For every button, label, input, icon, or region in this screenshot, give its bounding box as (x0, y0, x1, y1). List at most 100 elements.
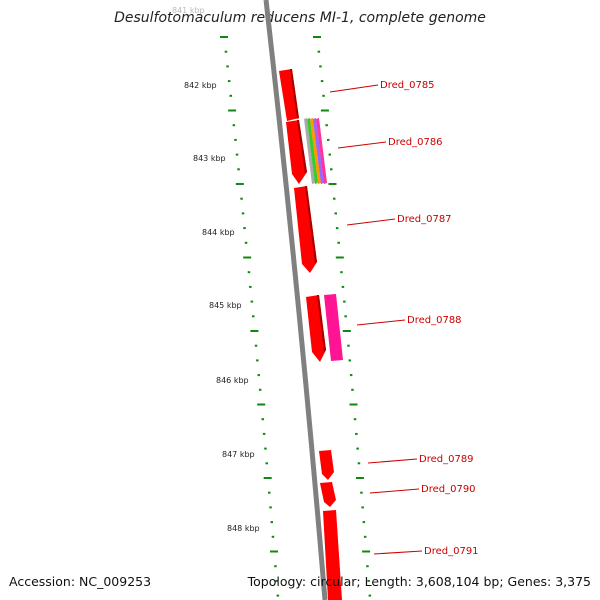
tick-mark-minor (252, 315, 255, 318)
inner-tick-ring (220, 36, 280, 597)
tick-mark-minor (333, 197, 336, 200)
gene-label-dred-0788[interactable]: Dred_0788 (407, 315, 462, 326)
gene-label-dred-0785[interactable]: Dred_0785 (380, 80, 435, 91)
tick-label-843: 843 kbp (193, 154, 226, 163)
tick-mark-minor (343, 300, 346, 303)
tick-mark-minor (227, 80, 231, 83)
tick-mark-major (328, 183, 337, 185)
gene-arrow-dred-0785[interactable] (279, 69, 299, 121)
gene-arrow-dred-0787[interactable] (294, 186, 317, 273)
outer-tick-ring (313, 36, 372, 597)
gene-label-dred-0791[interactable]: Dred_0791 (424, 546, 479, 557)
tick-mark-minor (265, 462, 268, 465)
tick-mark-major (270, 550, 278, 553)
tick-mark-major (335, 256, 344, 259)
tick-mark-minor (226, 65, 229, 68)
gene-arrow-shade-0786 (297, 120, 307, 174)
gene-arrow-dred-0790[interactable] (320, 482, 336, 507)
genome-backbone (263, 0, 328, 600)
tick-mark-minor (270, 521, 273, 524)
tick-label-848: 848 kbp (227, 524, 260, 533)
tick-mark-minor (237, 168, 240, 171)
tick-mark-minor (241, 212, 245, 215)
tick-mark-minor (361, 506, 364, 509)
tick-mark-minor (340, 271, 343, 274)
tick-mark-major (235, 183, 244, 185)
tick-mark-major (313, 36, 321, 38)
tick-mark-major (263, 477, 272, 479)
leader-dred-0789 (367, 458, 418, 464)
tick-mark-minor (257, 374, 260, 377)
magenta-feature-block (324, 294, 343, 361)
gene-label-dred-0789[interactable]: Dred_0789 (419, 454, 474, 465)
tick-mark-minor (243, 227, 246, 230)
tick-mark-major (257, 403, 266, 406)
tick-mark-minor (268, 491, 271, 494)
leader-dred-0787 (346, 218, 396, 226)
tick-mark-minor (325, 124, 328, 127)
tick-mark-major (320, 109, 329, 112)
multicolor-feature-band (304, 118, 327, 184)
tick-mark-minor (247, 271, 251, 274)
gene-label-dred-0790[interactable]: Dred_0790 (421, 484, 476, 495)
tick-mark-minor (256, 359, 259, 362)
tick-mark-minor (232, 124, 236, 127)
tick-mark-minor (357, 462, 361, 465)
tick-mark-major (342, 330, 351, 332)
tick-label-841: 841 kbp (172, 6, 205, 15)
tick-mark-minor (348, 359, 351, 362)
genome-summary-text: Topology: circular; Length: 3,608,104 bp… (247, 574, 591, 589)
tick-mark-major (355, 477, 364, 479)
tick-mark-minor (240, 197, 243, 200)
tick-label-847: 847 kbp (222, 450, 255, 459)
tick-label-842: 842 kbp (184, 81, 217, 90)
tick-mark-minor (235, 153, 239, 156)
gene-arrows (279, 69, 342, 600)
tick-mark-minor (275, 579, 278, 582)
tick-mark-minor (337, 241, 340, 244)
gene-arrow-dred-0791[interactable] (323, 510, 342, 600)
leader-dred-0786 (337, 141, 387, 149)
tick-mark-minor (347, 344, 350, 347)
tick-mark-minor (234, 138, 237, 141)
tick-mark-minor (322, 94, 325, 97)
tick-mark-minor (317, 50, 321, 53)
tick-mark-major (250, 330, 259, 332)
tick-mark-minor (261, 418, 264, 421)
leader-dred-0788 (356, 319, 406, 326)
tick-mark-minor (249, 285, 252, 288)
gene-arrow-dred-0789[interactable] (319, 450, 334, 480)
tick-mark-minor (344, 315, 347, 318)
tick-mark-minor (366, 565, 369, 568)
tick-mark-minor (355, 432, 358, 435)
tick-mark-minor (254, 344, 258, 347)
tick-mark-minor (264, 447, 267, 450)
tick-mark-minor (353, 418, 357, 421)
tick-mark-minor (269, 506, 272, 509)
tick-mark-major (349, 403, 358, 406)
tick-mark-minor (363, 535, 367, 538)
tick-mark-minor (320, 80, 324, 83)
tick-mark-minor (328, 153, 331, 156)
map-title: Desulfotomaculum reducens MI-1, complete… (114, 10, 486, 26)
tick-mark-minor (327, 138, 330, 141)
tick-mark-minor (330, 168, 333, 171)
tick-mark-minor (349, 374, 353, 377)
gene-label-dred-0786[interactable]: Dred_0786 (388, 137, 443, 148)
multicolor-strip (313, 118, 324, 184)
multicolor-strip (316, 118, 327, 184)
leader-dred-0790 (369, 488, 420, 494)
gene-labels: Dred_0785 Dred_0786 Dred_0787 Dred_0788 … (380, 80, 479, 557)
label-leader-lines (329, 84, 423, 555)
gene-arrow-shade-0785 (290, 69, 299, 119)
tick-labels: 841 kbp 842 kbp 843 kbp 844 kbp 845 kbp … (172, 6, 260, 533)
tick-mark-major (243, 256, 252, 259)
gene-arrow-dred-0786[interactable] (286, 120, 307, 184)
tick-mark-minor (351, 388, 354, 391)
tick-mark-minor (334, 212, 337, 215)
tick-mark-minor (250, 300, 254, 303)
tick-mark-minor (274, 565, 277, 568)
accession-text: Accession: NC_009253 (9, 574, 152, 589)
gene-label-dred-0787[interactable]: Dred_0787 (397, 214, 452, 225)
